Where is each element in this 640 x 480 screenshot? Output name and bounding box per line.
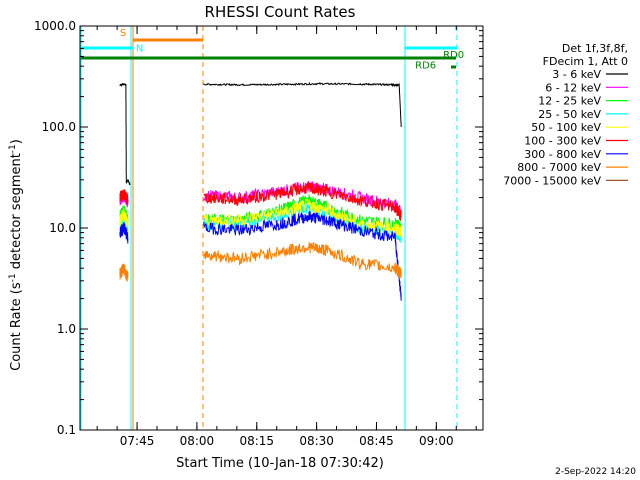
y-axis-label-sup1: -1	[8, 273, 18, 282]
x-tick-label-1: 08:00	[180, 434, 215, 448]
legend-label-6: 300 - 800 keV	[524, 148, 601, 161]
legend-label-1: 6 - 12 keV	[545, 81, 601, 94]
series-line-6-seg-0	[119, 222, 129, 244]
x-tick-label-5: 09:00	[419, 434, 454, 448]
series-line-5-seg-0	[119, 189, 129, 204]
y-tick-label-0: 1000.0	[34, 19, 76, 33]
series-line-7-seg-0	[119, 263, 129, 282]
x-axis-label: Start Time (10-Jan-18 07:30:42)	[176, 456, 384, 471]
series-line-6-seg-1	[203, 211, 402, 301]
legend-label-4: 50 - 100 keV	[531, 121, 601, 134]
legend-header-1: FDecim 1, Att 0	[543, 55, 628, 68]
y-axis-label-sup2: -1	[8, 144, 18, 153]
y-tick-label-1: 100.0	[42, 120, 76, 134]
y-tick-label-4: 0.1	[57, 423, 76, 437]
legend-label-0: 3 - 6 keV	[552, 68, 601, 81]
annotation-2: RD0	[443, 50, 464, 61]
y-axis-label-mid: detector segment	[9, 153, 24, 273]
series-line-7-seg-1	[203, 241, 402, 279]
annotation-0: S	[120, 28, 126, 39]
annotation-1: N	[136, 43, 143, 54]
series-line-0-seg-1	[203, 81, 402, 127]
x-tick-label-0: 07:45	[120, 434, 155, 448]
y-tick-label-2: 10.0	[49, 221, 76, 235]
legend-label-8: 7000 - 15000 keV	[503, 174, 601, 187]
legend-label-5: 100 - 300 keV	[524, 135, 601, 148]
axes: 1000.0 100.0 10.0 1.0 0.1 07:45 08:00 08:15 08:3…	[34, 19, 484, 448]
chart-title: RHESSI Count Rates	[205, 3, 356, 21]
series-line-4-seg-1	[203, 198, 402, 238]
x-tick-label-4: 08:45	[359, 434, 394, 448]
legend-label-3: 25 - 50 keV	[538, 108, 601, 121]
x-tick-label-3: 08:30	[299, 434, 334, 448]
y-tick-label-3: 1.0	[57, 322, 76, 336]
series-line-4-seg-0	[119, 208, 129, 228]
legend-label-7: 800 - 7000 keV	[517, 161, 601, 174]
series-line-5-seg-1	[203, 181, 402, 222]
plot-area: SN RD0 RD6	[80, 26, 464, 430]
y-axis-label-end: )	[9, 139, 24, 144]
plot-series-group	[80, 26, 458, 430]
series-line-0-seg-0	[119, 82, 131, 186]
legend-header-0: Det 1f,3f,8f,	[562, 42, 628, 55]
footer-timestamp: 2-Sep-2022 14:20	[555, 467, 636, 477]
y-axis-label-main: Count Rate (s	[9, 282, 24, 371]
series-line-2-seg-1	[203, 194, 402, 234]
legend-label-2: 12 - 25 keV	[538, 95, 601, 108]
y-axis-label: Count Rate (s-1 detector segment-1)	[8, 139, 24, 371]
x-tick-label-2: 08:15	[239, 434, 274, 448]
annotation-3: RD6	[415, 60, 436, 71]
